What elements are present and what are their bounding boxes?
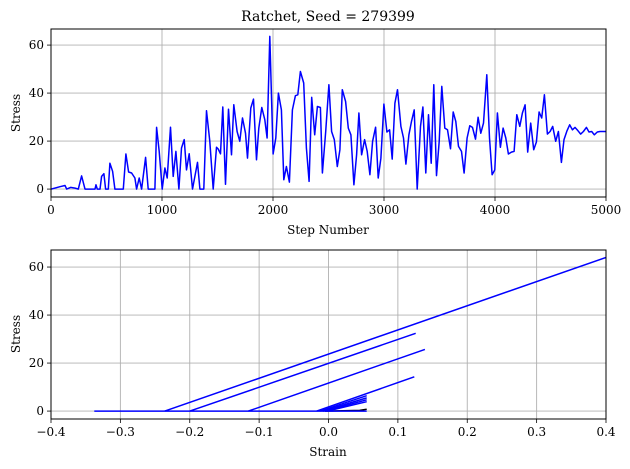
bottom-series-branch-3 xyxy=(248,348,426,412)
top-ytick-label: 20 xyxy=(29,134,44,148)
top-ytick-label: 0 xyxy=(36,182,44,196)
bottom-xtick-label: 0.4 xyxy=(596,425,615,439)
bottom-xtick-label: 0.0 xyxy=(319,425,338,439)
bottom-ytick-label: 40 xyxy=(29,308,44,322)
top-xtick-label: 5000 xyxy=(591,203,622,217)
top-xtick-label: 2000 xyxy=(258,203,289,217)
bottom-xtick-label: −0.2 xyxy=(175,425,204,439)
top-xtick-label: 1000 xyxy=(147,203,178,217)
bottom-xtick-label: −0.4 xyxy=(36,425,66,439)
bottom-xlabel: Strain xyxy=(309,445,347,459)
bottom-series-branch-2 xyxy=(189,332,416,412)
bottom-axes: −0.4 −0.3 −0.2 −0.1 0.0 0.1 0.2 0.3 0.4 0 20 40 60 xyxy=(29,249,616,439)
top-xtick-label: 4000 xyxy=(480,203,511,217)
bottom-ytick-label: 60 xyxy=(29,260,44,274)
top-xtick-label: 3000 xyxy=(369,203,400,217)
top-ytick-label: 60 xyxy=(29,38,44,52)
top-series-stress xyxy=(51,35,606,190)
bottom-series-branch-6 xyxy=(322,397,367,412)
bottom-xtick-label: 0.1 xyxy=(388,425,407,439)
bottom-axes-frame xyxy=(50,249,607,420)
bottom-xtick-label: −0.3 xyxy=(106,425,135,439)
top-axes-frame xyxy=(50,28,607,198)
bottom-ylabel: Stress xyxy=(9,315,23,353)
top-axes: 0 1000 2000 3000 4000 5000 0 20 40 60 xyxy=(29,28,622,217)
top-ytick-label: 40 xyxy=(29,86,44,100)
chart-title: Ratchet, Seed = 279399 xyxy=(241,9,415,25)
top-xlabel: Step Number xyxy=(287,223,369,237)
bottom-series-branch-1 xyxy=(164,256,606,412)
bottom-xtick-label: 0.3 xyxy=(527,425,546,439)
top-ylabel: Stress xyxy=(9,94,23,132)
bottom-series-branch-5 xyxy=(319,394,367,412)
bottom-series-branch-8 xyxy=(326,400,367,412)
bottom-ytick-label: 0 xyxy=(36,404,44,418)
bottom-ytick-label: 20 xyxy=(29,356,44,370)
bottom-series-branch-4 xyxy=(316,376,415,412)
bottom-xtick-label: −0.1 xyxy=(245,425,274,439)
bottom-xtick-label: 0.2 xyxy=(458,425,477,439)
top-xtick-label: 0 xyxy=(47,203,55,217)
